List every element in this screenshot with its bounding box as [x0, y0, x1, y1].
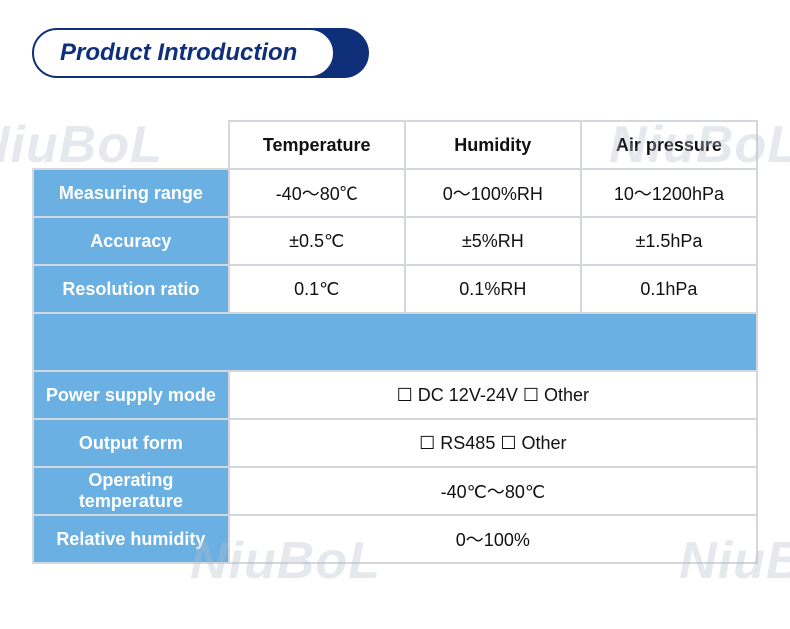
cell: 0.1hPa	[581, 265, 757, 313]
table-row: Relative humidity 0～100%	[33, 515, 757, 563]
table-row: Output form ☐ RS485 ☐ Other	[33, 419, 757, 467]
divider-cell	[33, 313, 757, 371]
table-row: Accuracy ±0.5℃ ±5%RH ±1.5hPa	[33, 217, 757, 265]
table-row: Operating temperature -40℃～80℃	[33, 467, 757, 515]
row-label: Resolution ratio	[33, 265, 229, 313]
table-divider	[33, 313, 757, 371]
cell: ☐ RS485 ☐ Other	[229, 419, 757, 467]
section-title: Product Introduction	[32, 28, 335, 78]
row-label: Measuring range	[33, 169, 229, 217]
col-header: Humidity	[405, 121, 581, 169]
section-title-pill: Product Introduction	[32, 28, 335, 78]
table-row: Power supply mode ☐ DC 12V-24V ☐ Other	[33, 371, 757, 419]
cell: 0～100%RH	[405, 169, 581, 217]
row-label: Output form	[33, 419, 229, 467]
table-header-row: Temperature Humidity Air pressure	[33, 121, 757, 169]
cell: 0.1℃	[229, 265, 405, 313]
cell: ±5%RH	[405, 217, 581, 265]
row-label: Accuracy	[33, 217, 229, 265]
cell: 0～100%	[229, 515, 757, 563]
cell: -40～80℃	[229, 169, 405, 217]
table-corner-cell	[33, 121, 229, 169]
row-label: Relative humidity	[33, 515, 229, 563]
cell: ±0.5℃	[229, 217, 405, 265]
table-row: Measuring range -40～80℃ 0～100%RH 10～1200…	[33, 169, 757, 217]
cell: ±1.5hPa	[581, 217, 757, 265]
col-header: Air pressure	[581, 121, 757, 169]
page: NiuBoL NiuBoL NiuBoL NiuBoL Product Intr…	[0, 0, 790, 629]
row-label: Operating temperature	[33, 467, 229, 515]
row-label: Power supply mode	[33, 371, 229, 419]
table-row: Resolution ratio 0.1℃ 0.1%RH 0.1hPa	[33, 265, 757, 313]
cell: 0.1%RH	[405, 265, 581, 313]
cell: 10～1200hPa	[581, 169, 757, 217]
col-header: Temperature	[229, 121, 405, 169]
cell: -40℃～80℃	[229, 467, 757, 515]
cell: ☐ DC 12V-24V ☐ Other	[229, 371, 757, 419]
spec-table: Temperature Humidity Air pressure Measur…	[32, 120, 758, 564]
